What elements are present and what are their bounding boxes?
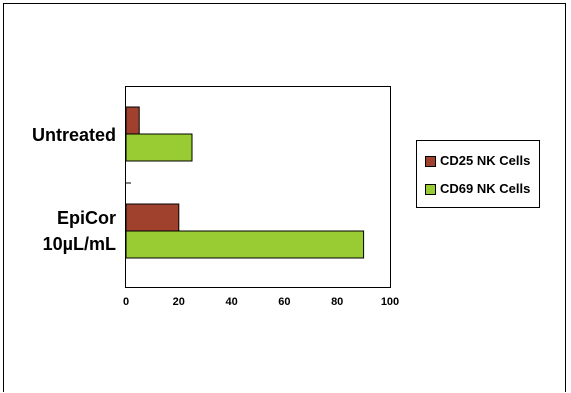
category-label-epicor-line2: 10µL/mL: [42, 234, 116, 254]
plot-area: [125, 86, 391, 288]
bar-cd25-0: [125, 106, 140, 135]
x-tick-label: 20: [172, 296, 185, 308]
legend-item-cd69: CD69 NK Cells: [425, 181, 530, 196]
x-tick-label: 40: [225, 296, 238, 308]
x-tick-label: 0: [122, 296, 130, 308]
x-tick-label: 80: [331, 296, 344, 308]
legend-swatch-cd69: [425, 184, 436, 196]
legend-label-cd25: CD25 NK Cells: [440, 153, 531, 168]
bar-cd69-0: [125, 133, 193, 162]
legend-label-cd69: CD69 NK Cells: [440, 181, 531, 196]
legend-item-cd25: CD25 NK Cells: [425, 153, 530, 168]
legend: CD25 NK Cells CD69 NK Cells: [416, 140, 540, 208]
x-tick-label: 100: [380, 296, 400, 308]
category-label-untreated: Untreated: [31, 125, 116, 145]
legend-swatch-cd25: [425, 156, 436, 168]
bar-cd25-1: [125, 203, 180, 232]
bar-cd69-1: [125, 230, 365, 259]
category-label-epicor-line1: EpiCor: [56, 208, 116, 228]
x-tick-label: 60: [278, 296, 291, 308]
figure-frame: [3, 3, 566, 392]
